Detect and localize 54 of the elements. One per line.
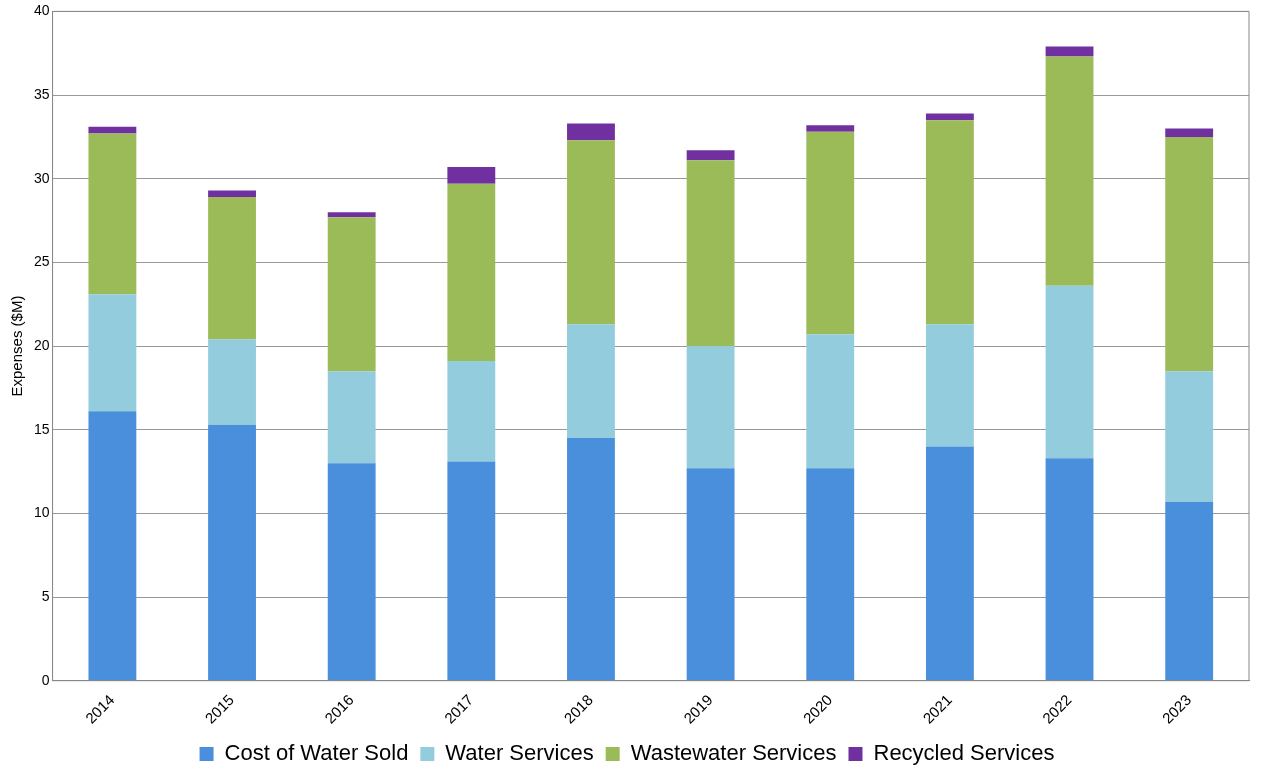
- bar: [806, 468, 855, 681]
- y-tick-label: 10: [33, 504, 50, 521]
- y-tick-label: 5: [41, 587, 50, 604]
- bar: [208, 424, 256, 681]
- bar: [806, 334, 855, 469]
- bar: [567, 140, 615, 325]
- bar: [1045, 458, 1094, 681]
- y-axis-title: Expenses ($M): [8, 295, 26, 397]
- bar: [1165, 371, 1214, 502]
- bar: [567, 324, 615, 439]
- legend-label: Recycled Services: [873, 740, 1055, 766]
- y-tick-label: 25: [33, 253, 50, 270]
- bar: [1045, 285, 1094, 459]
- y-tick-label: 20: [33, 336, 50, 353]
- bar: [327, 212, 376, 218]
- bar: [447, 461, 496, 681]
- bar: [925, 120, 974, 325]
- y-tick-label: 30: [33, 169, 50, 186]
- bar: [1165, 128, 1214, 137]
- legend-label: Water Services: [445, 740, 594, 766]
- legend-label: Cost of Water Sold: [224, 740, 409, 766]
- bar: [447, 167, 496, 184]
- bar: [327, 463, 376, 681]
- bar: [447, 183, 496, 362]
- bar: [88, 126, 137, 134]
- bar: [925, 446, 974, 681]
- bar: [806, 131, 855, 335]
- bar: [686, 150, 735, 161]
- y-tick-label: 0: [41, 671, 50, 688]
- bar: [208, 197, 256, 340]
- y-tick-label: 15: [33, 420, 50, 437]
- bar: [208, 190, 256, 198]
- bar: [1165, 501, 1214, 681]
- bar: [686, 160, 735, 347]
- bar: [1165, 136, 1214, 372]
- bar: [88, 411, 137, 681]
- bar: [327, 217, 376, 372]
- bar: [327, 371, 376, 464]
- bar: [567, 123, 615, 141]
- bar: [806, 125, 855, 132]
- bar: [925, 324, 974, 447]
- bar: [88, 133, 137, 295]
- bar: [567, 438, 615, 681]
- y-tick-label: 35: [33, 85, 50, 102]
- bar: [686, 468, 735, 681]
- bar: [1045, 46, 1094, 57]
- bar: [447, 361, 496, 462]
- bar: [208, 339, 256, 425]
- bar: [88, 294, 137, 412]
- legend-label: Wastewater Services: [630, 740, 837, 766]
- bar: [925, 113, 974, 121]
- bar: [686, 346, 735, 469]
- y-tick-label: 40: [33, 2, 50, 19]
- bar: [1045, 56, 1094, 286]
